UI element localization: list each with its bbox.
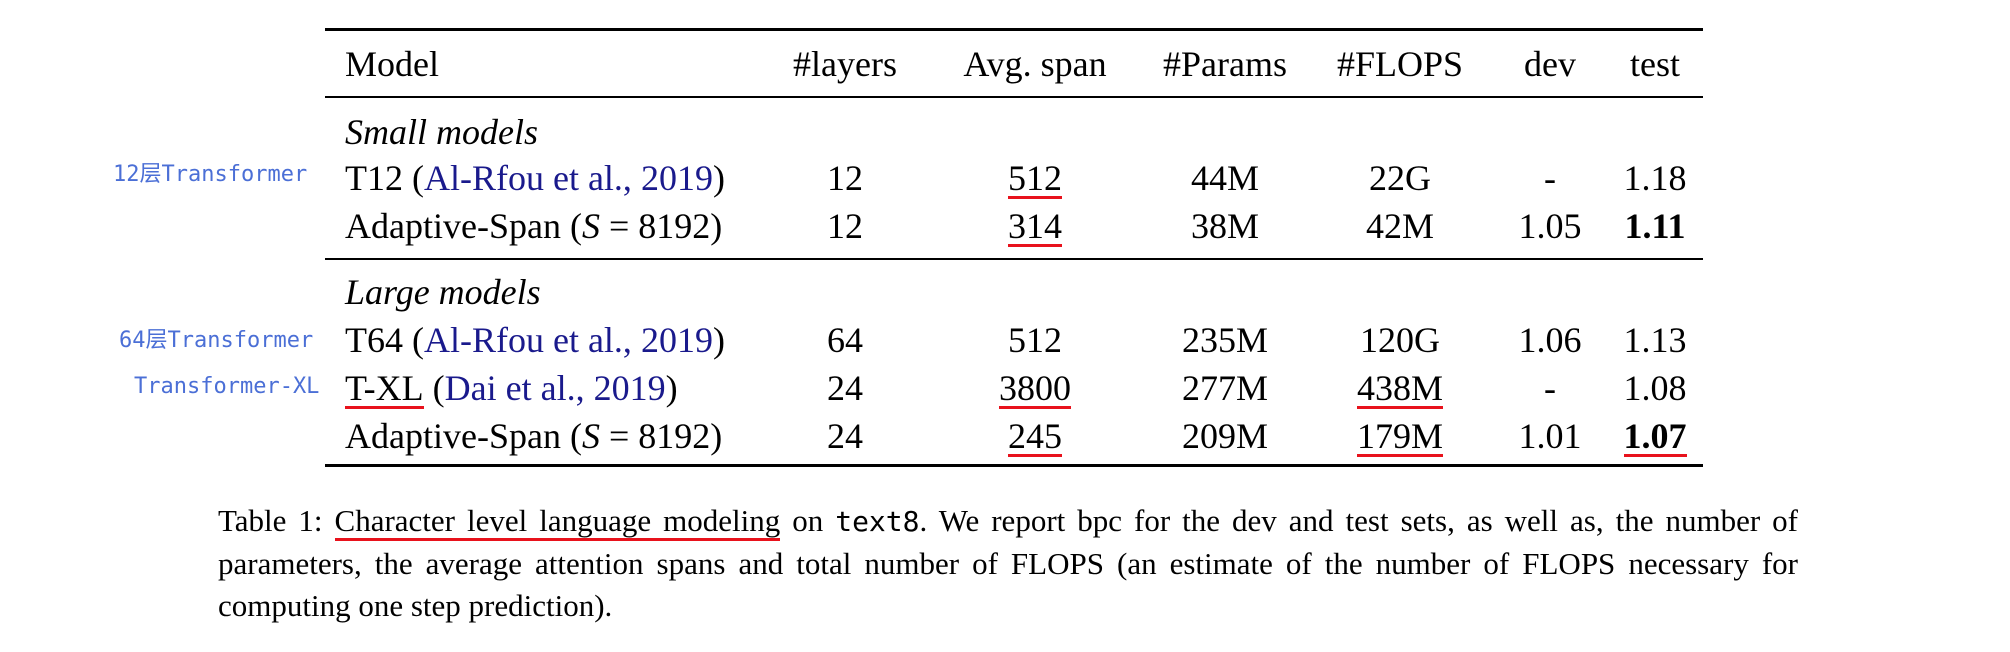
cell-span: 512 (1008, 320, 1062, 360)
cell-params: 209M (1181, 416, 1268, 456)
citation-link[interactable]: Dai et al., (444, 368, 594, 408)
table-top-rule (325, 28, 1703, 31)
table-bottom-rule (325, 464, 1703, 467)
citation-link[interactable]: Al-Rfou et al., (423, 158, 641, 198)
cell-test-best: 1.07 (1605, 414, 1705, 458)
citation-year[interactable]: 2019 (593, 368, 666, 408)
underlined-span: 3800 (999, 368, 1071, 409)
underlined-flops: 179M (1356, 416, 1443, 457)
model-name: T64 ( (345, 320, 424, 360)
header-dev: dev (1524, 44, 1576, 84)
cell-layers: 12 (827, 158, 863, 198)
annotation-txl: Transformer-XL (134, 374, 320, 399)
table-row-model: Adaptive-Span (S = 8192) (345, 204, 722, 248)
cell-test: 1.13 (1623, 320, 1687, 360)
section-small-models: Small models (345, 112, 538, 152)
table-row-model: Adaptive-Span (S = 8192) (345, 414, 722, 458)
cell-span: 245 (945, 414, 1125, 458)
header-avg-span: Avg. span (963, 44, 1107, 84)
table-row-model: T64 (Al-Rfou et al., 2019) (345, 318, 725, 362)
cell-test: 1.18 (1623, 158, 1687, 198)
caption-underlined-phrase: Character level language modeling (334, 503, 781, 541)
header-params: #Params (1163, 44, 1287, 84)
cell-layers: 24 (827, 368, 863, 408)
caption-text: on (780, 503, 836, 538)
caption-dataset: text8 (835, 505, 920, 538)
math-symbol: S (581, 206, 600, 246)
math-symbol: S (581, 416, 600, 456)
section-large-models: Large models (345, 272, 541, 312)
model-name-suffix: ) (665, 368, 678, 408)
header-model: Model (345, 44, 439, 84)
underlined-flops: 438M (1356, 368, 1443, 409)
cell-params: 44M (1190, 158, 1259, 198)
cell-params: 235M (1181, 320, 1268, 360)
model-name-suffix: ) (712, 320, 725, 360)
cell-layers: 12 (827, 206, 863, 246)
model-name-mid: ( (423, 368, 445, 408)
cell-span: 314 (945, 204, 1125, 248)
citation-year[interactable]: 2019 (640, 158, 713, 198)
cell-test-best: 1.11 (1624, 206, 1686, 246)
header-rule (325, 96, 1703, 98)
cell-layers: 24 (827, 416, 863, 456)
model-name: T-XL (345, 368, 424, 409)
cell-flops: 438M (1320, 366, 1480, 410)
cell-params: 277M (1181, 368, 1268, 408)
header-layers: #layers (793, 44, 897, 84)
underlined-span: 512 (1008, 158, 1062, 199)
cell-span: 512 (945, 156, 1125, 200)
cell-flops: 120G (1360, 320, 1440, 360)
caption-label: Table 1: (218, 503, 335, 538)
model-name-suffix: = 8192) (599, 416, 723, 456)
caption-text-rest: . We report bpc for the dev and test set… (218, 503, 1798, 623)
table-caption: Table 1: Character level language modeli… (218, 500, 1798, 627)
cell-dev: 1.01 (1518, 416, 1582, 456)
underlined-test: 1.07 (1623, 416, 1687, 457)
model-name: Adaptive-Span ( (345, 416, 582, 456)
cell-span: 3800 (945, 366, 1125, 410)
header-test: test (1630, 44, 1680, 84)
cell-dev: - (1544, 158, 1556, 198)
cell-dev: 1.05 (1518, 206, 1582, 246)
model-name-suffix: ) (712, 158, 725, 198)
cell-flops: 42M (1365, 206, 1434, 246)
cell-params: 38M (1190, 206, 1259, 246)
model-name: Adaptive-Span ( (345, 206, 582, 246)
cell-flops: 179M (1320, 414, 1480, 458)
cell-dev: - (1544, 368, 1556, 408)
citation-year[interactable]: 2019 (640, 320, 713, 360)
citation-link[interactable]: Al-Rfou et al., (423, 320, 641, 360)
cell-test: 1.08 (1623, 368, 1687, 408)
cell-dev: 1.06 (1518, 320, 1582, 360)
cell-flops: 22G (1369, 158, 1431, 198)
model-name-suffix: = 8192) (599, 206, 723, 246)
header-flops: #FLOPS (1336, 44, 1464, 84)
annotation-t64: 64层Transformer (119, 328, 314, 353)
underlined-span: 314 (1008, 206, 1062, 247)
annotation-t12: 12层Transformer (113, 162, 308, 187)
cell-layers: 64 (827, 320, 863, 360)
table-row-model: T12 (Al-Rfou et al., 2019) (345, 156, 725, 200)
model-name: T12 ( (345, 158, 424, 198)
underlined-span: 245 (1008, 416, 1062, 457)
table-row-model: T-XL (Dai et al., 2019) (345, 366, 678, 410)
section-rule (325, 258, 1703, 260)
